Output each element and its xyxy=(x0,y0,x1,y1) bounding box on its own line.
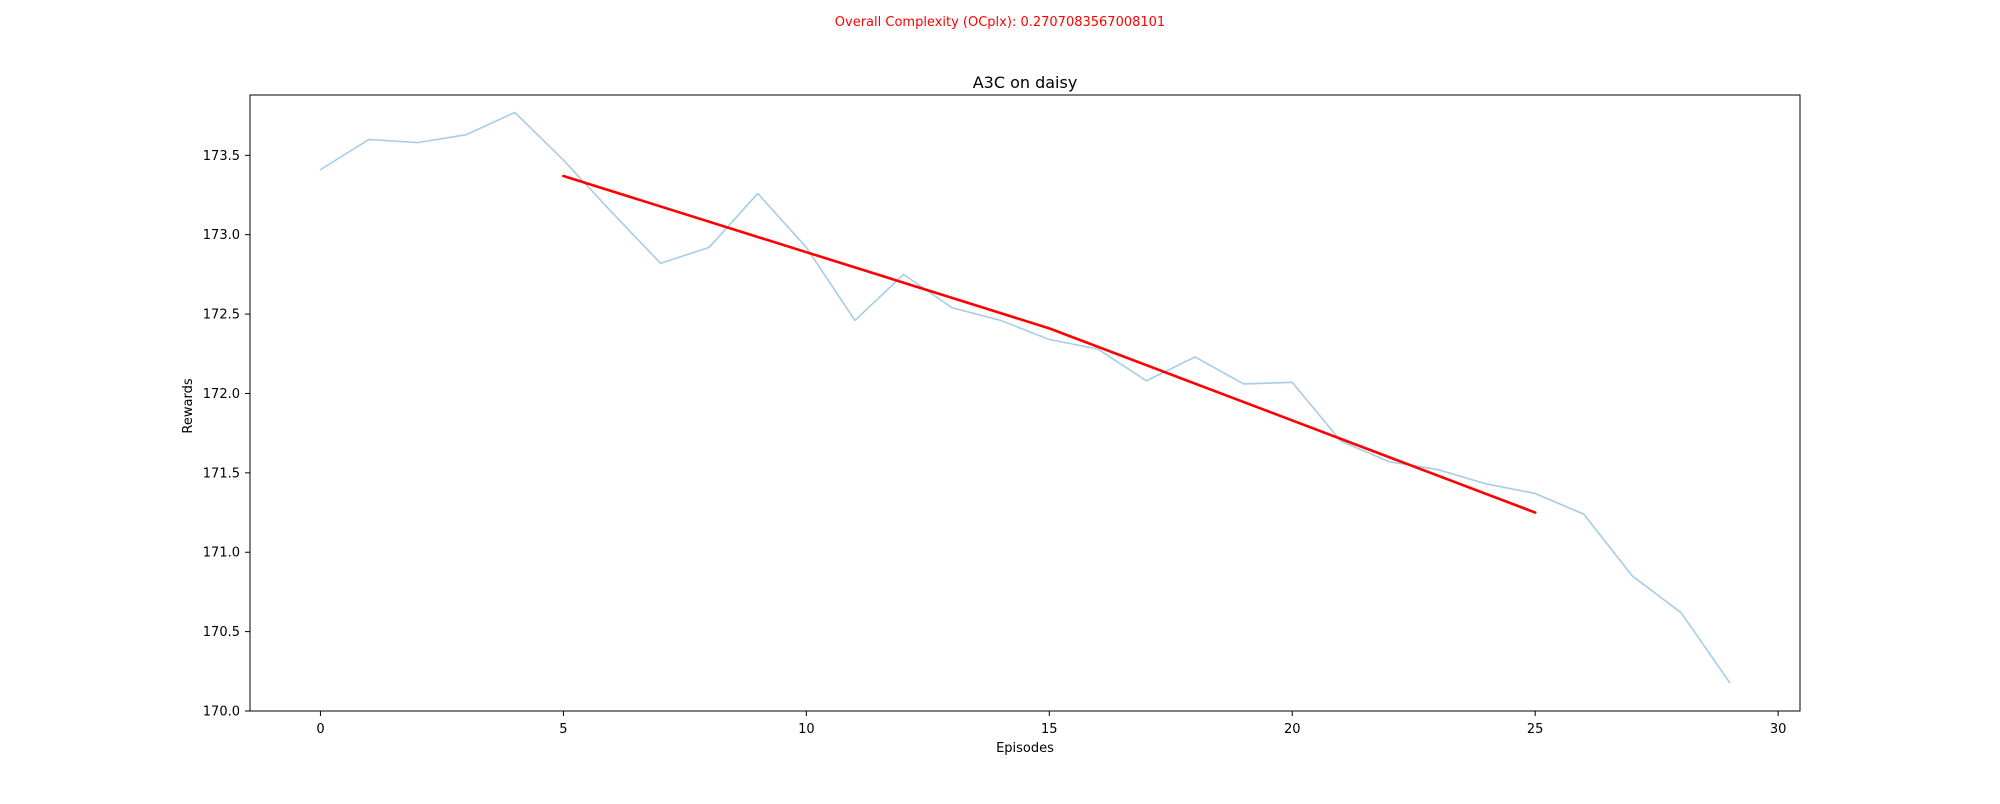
y-tick-label: 171.0 xyxy=(203,546,240,561)
x-tick-label: 25 xyxy=(1527,722,1544,737)
plot-area: 0 5 10 15 20 25 30 170.0 170.5 171.0 171.5 172.0 172… xyxy=(203,94,1801,737)
figure-suptitle: Overall Complexity (OCplx): 0.2707083567… xyxy=(835,15,1165,30)
x-tick-label: 15 xyxy=(1041,722,1058,737)
y-tick-label: 172.5 xyxy=(203,308,240,323)
x-tick-label: 5 xyxy=(559,722,567,737)
y-tick-label: 170.5 xyxy=(203,625,240,640)
y-tick-label: 172.0 xyxy=(203,387,240,402)
x-axis-label: Episodes xyxy=(996,741,1054,756)
y-axis-label: Rewards xyxy=(181,378,196,433)
x-tick-label: 10 xyxy=(798,722,815,737)
series-line-trend xyxy=(562,174,1537,514)
y-tick-label: 170.0 xyxy=(203,705,240,720)
series-line-raw xyxy=(319,111,1731,684)
x-tick-label: 0 xyxy=(316,722,324,737)
y-tick-label: 173.5 xyxy=(203,149,240,164)
y-tick-label: 171.5 xyxy=(203,466,240,481)
chart-title: A3C on daisy xyxy=(973,73,1078,92)
plot-frame xyxy=(249,94,1801,712)
y-tick-label: 173.0 xyxy=(203,228,240,243)
x-tick-label: 30 xyxy=(1770,722,1787,737)
x-tick-label: 20 xyxy=(1284,722,1301,737)
